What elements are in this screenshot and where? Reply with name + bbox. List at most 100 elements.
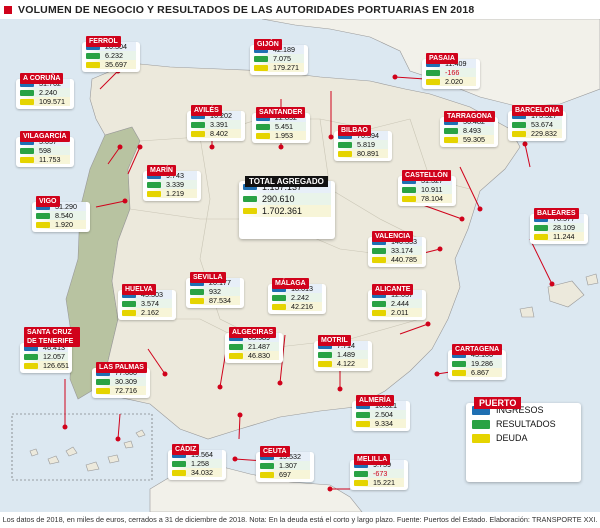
deuda-swatch bbox=[36, 221, 50, 228]
total-deuda-value: 1.702.361 bbox=[262, 206, 303, 216]
aviles-resultados-value: 3.391 bbox=[210, 120, 228, 129]
port-card-cadiz: CÁDIZ 19.564 1.258 34.032 bbox=[168, 444, 226, 480]
port-name-santander: SANTANDER bbox=[256, 107, 306, 118]
deuda-swatch bbox=[96, 387, 110, 394]
port-name-marin: MARÍN bbox=[147, 165, 176, 176]
port-name-algeciras: ALGECIRAS bbox=[229, 327, 277, 338]
melilla-deuda-row: 15.221 bbox=[354, 478, 404, 487]
port-name-baleares: BALEARES bbox=[534, 208, 579, 219]
total-title: TOTAL AGREGADO bbox=[245, 176, 328, 187]
port-name-sevilla: SEVILLA bbox=[190, 272, 226, 283]
deuda-swatch bbox=[272, 303, 286, 310]
alicante-resultados-value: 2.444 bbox=[391, 299, 409, 308]
resultados-swatch bbox=[534, 224, 548, 231]
algeciras-resultados-row: 21.487 bbox=[229, 342, 279, 351]
ferrol-resultados-row: 6.232 bbox=[86, 51, 136, 60]
port-name-huelva: HUELVA bbox=[122, 284, 156, 295]
vilagarcia-resultados-row: 598 bbox=[20, 146, 70, 155]
port-name-pasaia: PASAIA bbox=[426, 53, 458, 64]
huelva-resultados-value: 3.574 bbox=[141, 299, 159, 308]
vigo-ingresos-value: 31.290 bbox=[55, 202, 77, 211]
resultados-swatch bbox=[36, 212, 50, 219]
legend-item-ingresos: INGRESOS bbox=[472, 403, 575, 417]
total-resultados-value: 290.610 bbox=[262, 194, 295, 204]
resultados-swatch bbox=[354, 470, 368, 477]
santa-cruz-de-tenerife-resultados-row: 12.057 bbox=[24, 352, 68, 361]
legend-resultados-swatch bbox=[472, 419, 490, 429]
valencia-deuda-row: 440.785 bbox=[372, 255, 422, 264]
port-name-motril: MOTRIL bbox=[318, 335, 351, 346]
deuda-swatch bbox=[338, 150, 352, 157]
alicante-deuda-row: 2.011 bbox=[372, 308, 422, 317]
balearic-islands bbox=[519, 273, 599, 318]
resultados-swatch bbox=[24, 353, 38, 360]
resultados-swatch bbox=[338, 141, 352, 148]
deuda-swatch bbox=[147, 190, 161, 197]
port-name-cartagena: CARTAGENA bbox=[452, 344, 503, 355]
port-name-santa-cruz-de-tenerife: SANTA CRUZ DE TENERIFE bbox=[24, 327, 80, 347]
port-name-a-coruna: A CORUÑA bbox=[20, 73, 64, 84]
almeria-resultados-row: 2.504 bbox=[356, 410, 406, 419]
santa-cruz-de-tenerife-ingresos-row: 46.413 bbox=[24, 343, 68, 352]
barcelona-resultados-row: 53.674 bbox=[512, 120, 562, 129]
castellon-resultados-row: 10.911 bbox=[402, 185, 452, 194]
legend-ingresos-swatch bbox=[472, 405, 490, 415]
motril-resultados-row: 1.489 bbox=[318, 350, 368, 359]
resultados-swatch bbox=[272, 294, 286, 301]
ceuta-deuda-row: 697 bbox=[260, 470, 310, 479]
resultados-swatch bbox=[372, 247, 386, 254]
deuda-swatch bbox=[452, 369, 466, 376]
legend-item-resultados: RESULTADOS bbox=[472, 417, 575, 431]
total-resultados-row: 290.610 bbox=[243, 193, 331, 205]
aviles-deuda-row: 8.402 bbox=[191, 129, 241, 138]
resultados-swatch bbox=[190, 288, 204, 295]
port-name-vigo: VIGO bbox=[36, 196, 60, 207]
a-coruna-deuda-row: 109.571 bbox=[20, 97, 70, 106]
motril-resultados-value: 1.489 bbox=[337, 350, 355, 359]
las-palmas-resultados-row: 30.309 bbox=[96, 377, 146, 386]
tarragona-deuda-value: 59.305 bbox=[463, 135, 485, 144]
castellon-resultados-value: 10.911 bbox=[421, 185, 443, 194]
cartagena-deuda-row: 6.867 bbox=[452, 368, 502, 377]
port-name-barcelona: BARCELONA bbox=[512, 105, 563, 116]
gijon-ingresos-value: 42.189 bbox=[273, 45, 295, 54]
port-name-ferrol: FERROL bbox=[86, 36, 121, 47]
almeria-resultados-value: 2.504 bbox=[375, 410, 393, 419]
gijon-deuda-value: 179.271 bbox=[273, 63, 299, 72]
port-name-gijon: GIJÓN bbox=[254, 39, 282, 50]
port-name-vilagarcia: VILAGARCÍA bbox=[20, 131, 70, 142]
cadiz-deuda-value: 34.032 bbox=[191, 468, 213, 477]
legend-title: PUERTO bbox=[474, 397, 522, 409]
vilagarcia-deuda-value: 11.753 bbox=[39, 155, 61, 164]
port-card-santa-cruz-de-tenerife: SANTA CRUZ DE TENERIFE 46.413 12.057 126.65… bbox=[20, 327, 80, 373]
port-name-las-palmas: LAS PALMAS bbox=[96, 362, 147, 373]
ceuta-resultados-row: 1.307 bbox=[260, 461, 310, 470]
vigo-deuda-row: 1.920 bbox=[36, 220, 86, 229]
deuda-swatch bbox=[191, 130, 205, 137]
pasaia-resultados-value: -166 bbox=[445, 68, 460, 77]
pasaia-resultados-row: -166 bbox=[426, 68, 476, 77]
barcelona-deuda-row: 229.832 bbox=[512, 129, 562, 138]
resultados-swatch bbox=[96, 378, 110, 385]
deuda-swatch bbox=[372, 256, 386, 263]
port-name-bilbao: BILBAO bbox=[338, 125, 371, 136]
bilbao-resultados-value: 5.819 bbox=[357, 140, 375, 149]
cartagena-deuda-value: 6.867 bbox=[471, 368, 489, 377]
resultados-swatch bbox=[147, 181, 161, 188]
resultados-swatch bbox=[356, 411, 370, 418]
ceuta-deuda-value: 697 bbox=[279, 470, 291, 479]
santander-resultados-value: 5.451 bbox=[275, 122, 293, 131]
santa-cruz-de-tenerife-ingresos-value: 46.413 bbox=[43, 343, 65, 352]
cadiz-deuda-row: 34.032 bbox=[172, 468, 222, 477]
resultados-swatch bbox=[426, 69, 440, 76]
huelva-deuda-row: 2.162 bbox=[122, 308, 172, 317]
